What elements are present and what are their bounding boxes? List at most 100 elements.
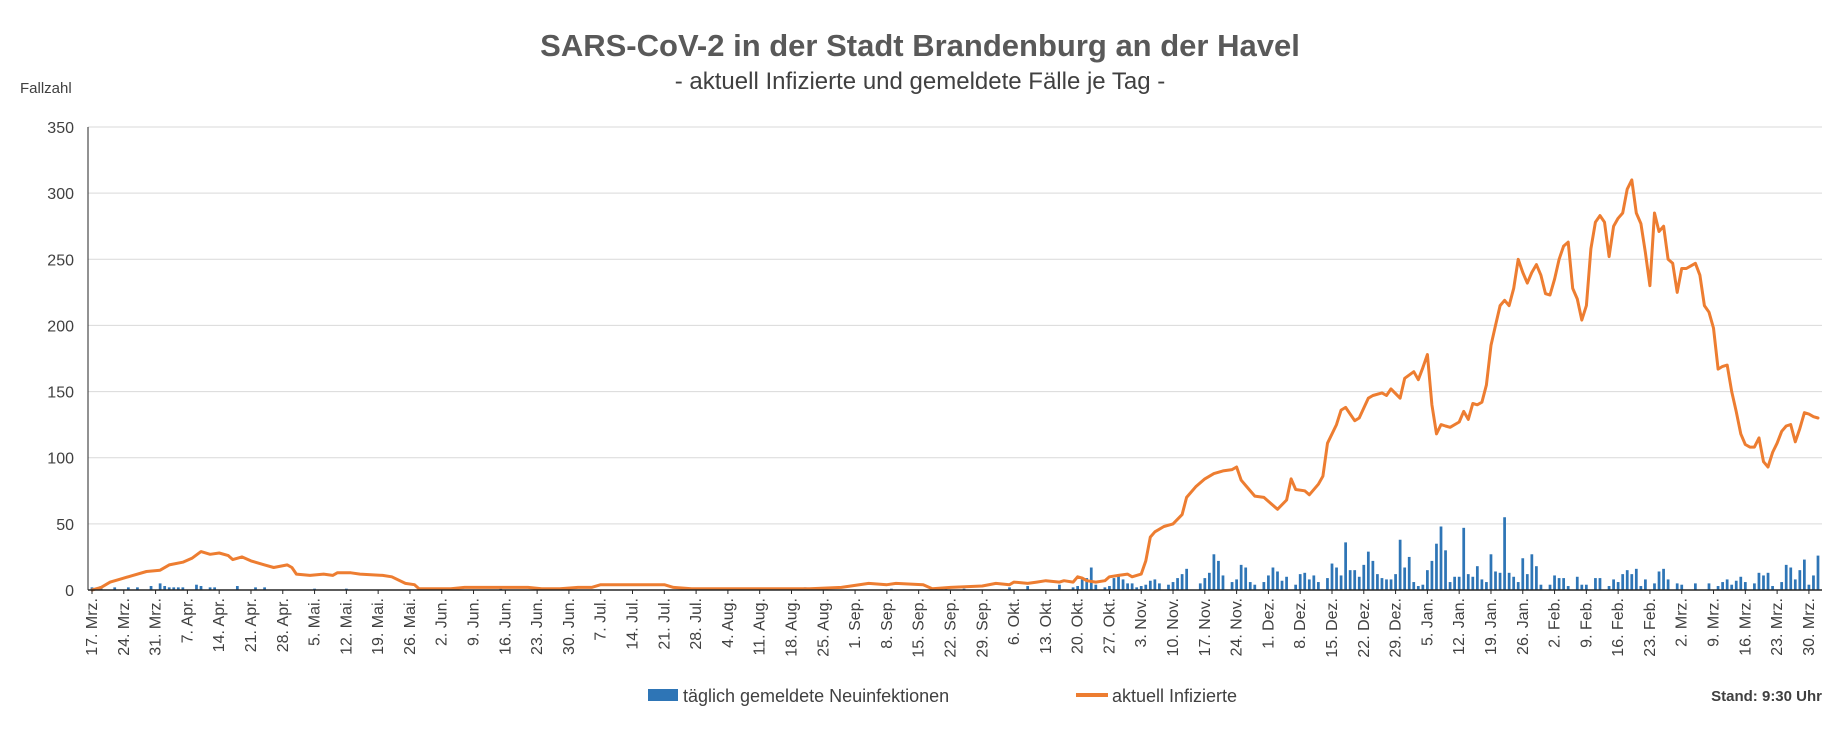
bar bbox=[1625, 570, 1629, 590]
bar bbox=[1621, 574, 1625, 590]
bar bbox=[1294, 584, 1298, 590]
bar bbox=[1562, 578, 1566, 590]
bar bbox=[1135, 587, 1139, 590]
x-tick-label: 30. Mrz. bbox=[1801, 598, 1818, 656]
bar bbox=[1376, 574, 1379, 590]
bar bbox=[1521, 558, 1525, 590]
bar bbox=[1489, 554, 1493, 590]
x-tick-label: 5. Jan. bbox=[1419, 598, 1436, 646]
bar bbox=[1344, 542, 1347, 590]
x-tick-label: 26. Jan. bbox=[1515, 598, 1532, 655]
bar bbox=[1457, 576, 1461, 590]
x-tick-label: 14. Apr. bbox=[211, 598, 228, 652]
bar bbox=[1153, 579, 1157, 590]
x-tick-label: 9. Mrz. bbox=[1706, 598, 1723, 647]
x-tick-label: 30. Jun. bbox=[561, 598, 578, 655]
bar bbox=[1403, 567, 1407, 590]
bar bbox=[1026, 586, 1030, 590]
bar bbox=[1253, 584, 1257, 590]
bar bbox=[1212, 554, 1216, 590]
x-tick-label: 28. Apr. bbox=[275, 598, 292, 652]
x-tick-label: 15. Sep. bbox=[911, 598, 928, 658]
bar bbox=[1812, 575, 1815, 590]
x-tick-label: 4. Aug. bbox=[720, 598, 737, 648]
bar bbox=[1439, 526, 1443, 590]
x-tick-label: 22. Dez. bbox=[1356, 598, 1373, 658]
x-tick-label: 15. Dez. bbox=[1324, 598, 1341, 658]
y-tick-label: 350 bbox=[47, 120, 74, 137]
bar bbox=[1784, 564, 1788, 590]
bar bbox=[1721, 582, 1724, 590]
bar bbox=[1130, 583, 1134, 590]
bar bbox=[1167, 584, 1170, 590]
bar bbox=[1653, 583, 1656, 590]
bar bbox=[158, 583, 162, 590]
bar bbox=[1108, 586, 1111, 590]
bar bbox=[1430, 560, 1434, 590]
bar bbox=[1580, 584, 1584, 590]
y-tick-label: 300 bbox=[47, 186, 74, 203]
bar bbox=[1494, 571, 1497, 590]
bar bbox=[1530, 554, 1534, 590]
legend-swatch-neuinfektionen bbox=[648, 689, 678, 701]
bar bbox=[1271, 567, 1275, 590]
x-tick-label: 19. Mai. bbox=[370, 598, 387, 655]
bar bbox=[1176, 578, 1179, 590]
x-tick-label: 9. Feb. bbox=[1578, 598, 1595, 648]
bar bbox=[1412, 582, 1416, 590]
axis-layer: 0 50 100 150 200 250 300 350 17. Mrz. 24. Mrz. 31.… bbox=[47, 120, 1822, 658]
bar bbox=[1466, 574, 1470, 590]
bar bbox=[1389, 579, 1393, 590]
bar bbox=[1089, 567, 1093, 590]
y-tick-label: 200 bbox=[47, 318, 74, 335]
bar bbox=[213, 587, 217, 590]
x-tick-label: 2. Feb. bbox=[1547, 598, 1564, 648]
bar bbox=[1416, 586, 1420, 590]
x-tick-label: 12. Mai. bbox=[338, 598, 355, 655]
bar bbox=[1780, 582, 1784, 590]
bar bbox=[136, 587, 139, 590]
series-line-aktuell-infizierte bbox=[90, 178, 1820, 592]
bar bbox=[149, 586, 153, 590]
x-tick-label: 18. Aug. bbox=[783, 598, 800, 657]
bar bbox=[1239, 564, 1243, 590]
x-tick-label: 7. Apr. bbox=[179, 598, 196, 643]
bar bbox=[1693, 583, 1697, 590]
x-tick-label: 10. Nov. bbox=[1165, 598, 1182, 656]
x-tick-label: 26. Mai. bbox=[402, 598, 419, 655]
bar bbox=[1076, 586, 1080, 590]
bar bbox=[1276, 571, 1279, 590]
x-tick-label: 16. Mrz. bbox=[1737, 598, 1754, 656]
x-tick-label: 17. Mrz. bbox=[84, 598, 101, 656]
bar bbox=[1298, 574, 1302, 590]
x-tick-label: 21. Apr. bbox=[243, 598, 260, 652]
bar bbox=[1366, 551, 1370, 590]
bar bbox=[1303, 572, 1307, 590]
bar bbox=[1453, 576, 1457, 590]
bar bbox=[1144, 584, 1148, 590]
bar bbox=[1371, 560, 1375, 590]
bar bbox=[1516, 582, 1520, 590]
bar bbox=[1630, 574, 1634, 590]
x-tick-label: 31. Mrz. bbox=[148, 598, 165, 656]
bar bbox=[1357, 576, 1361, 590]
x-tick-label: 13. Okt. bbox=[1038, 598, 1055, 654]
x-tick-label: 8. Dez. bbox=[1292, 598, 1309, 649]
bar bbox=[1117, 574, 1120, 590]
x-tick-label: 16. Feb. bbox=[1610, 598, 1627, 657]
y-tick-label: 150 bbox=[47, 385, 74, 402]
x-tick-label: 23. Mrz. bbox=[1769, 598, 1786, 656]
bar bbox=[1644, 579, 1647, 590]
bar bbox=[1426, 570, 1429, 590]
bar bbox=[1475, 566, 1479, 590]
bar bbox=[1139, 586, 1143, 590]
bar bbox=[1407, 556, 1411, 590]
x-tick-label: 1. Sep. bbox=[847, 598, 864, 649]
chart-title: SARS-CoV-2 in der Stadt Brandenburg an d… bbox=[540, 28, 1300, 63]
y-tick-label: 250 bbox=[47, 252, 74, 269]
bar bbox=[167, 587, 171, 590]
bar bbox=[1753, 583, 1756, 590]
bar bbox=[1112, 578, 1116, 590]
bar bbox=[1498, 572, 1502, 590]
